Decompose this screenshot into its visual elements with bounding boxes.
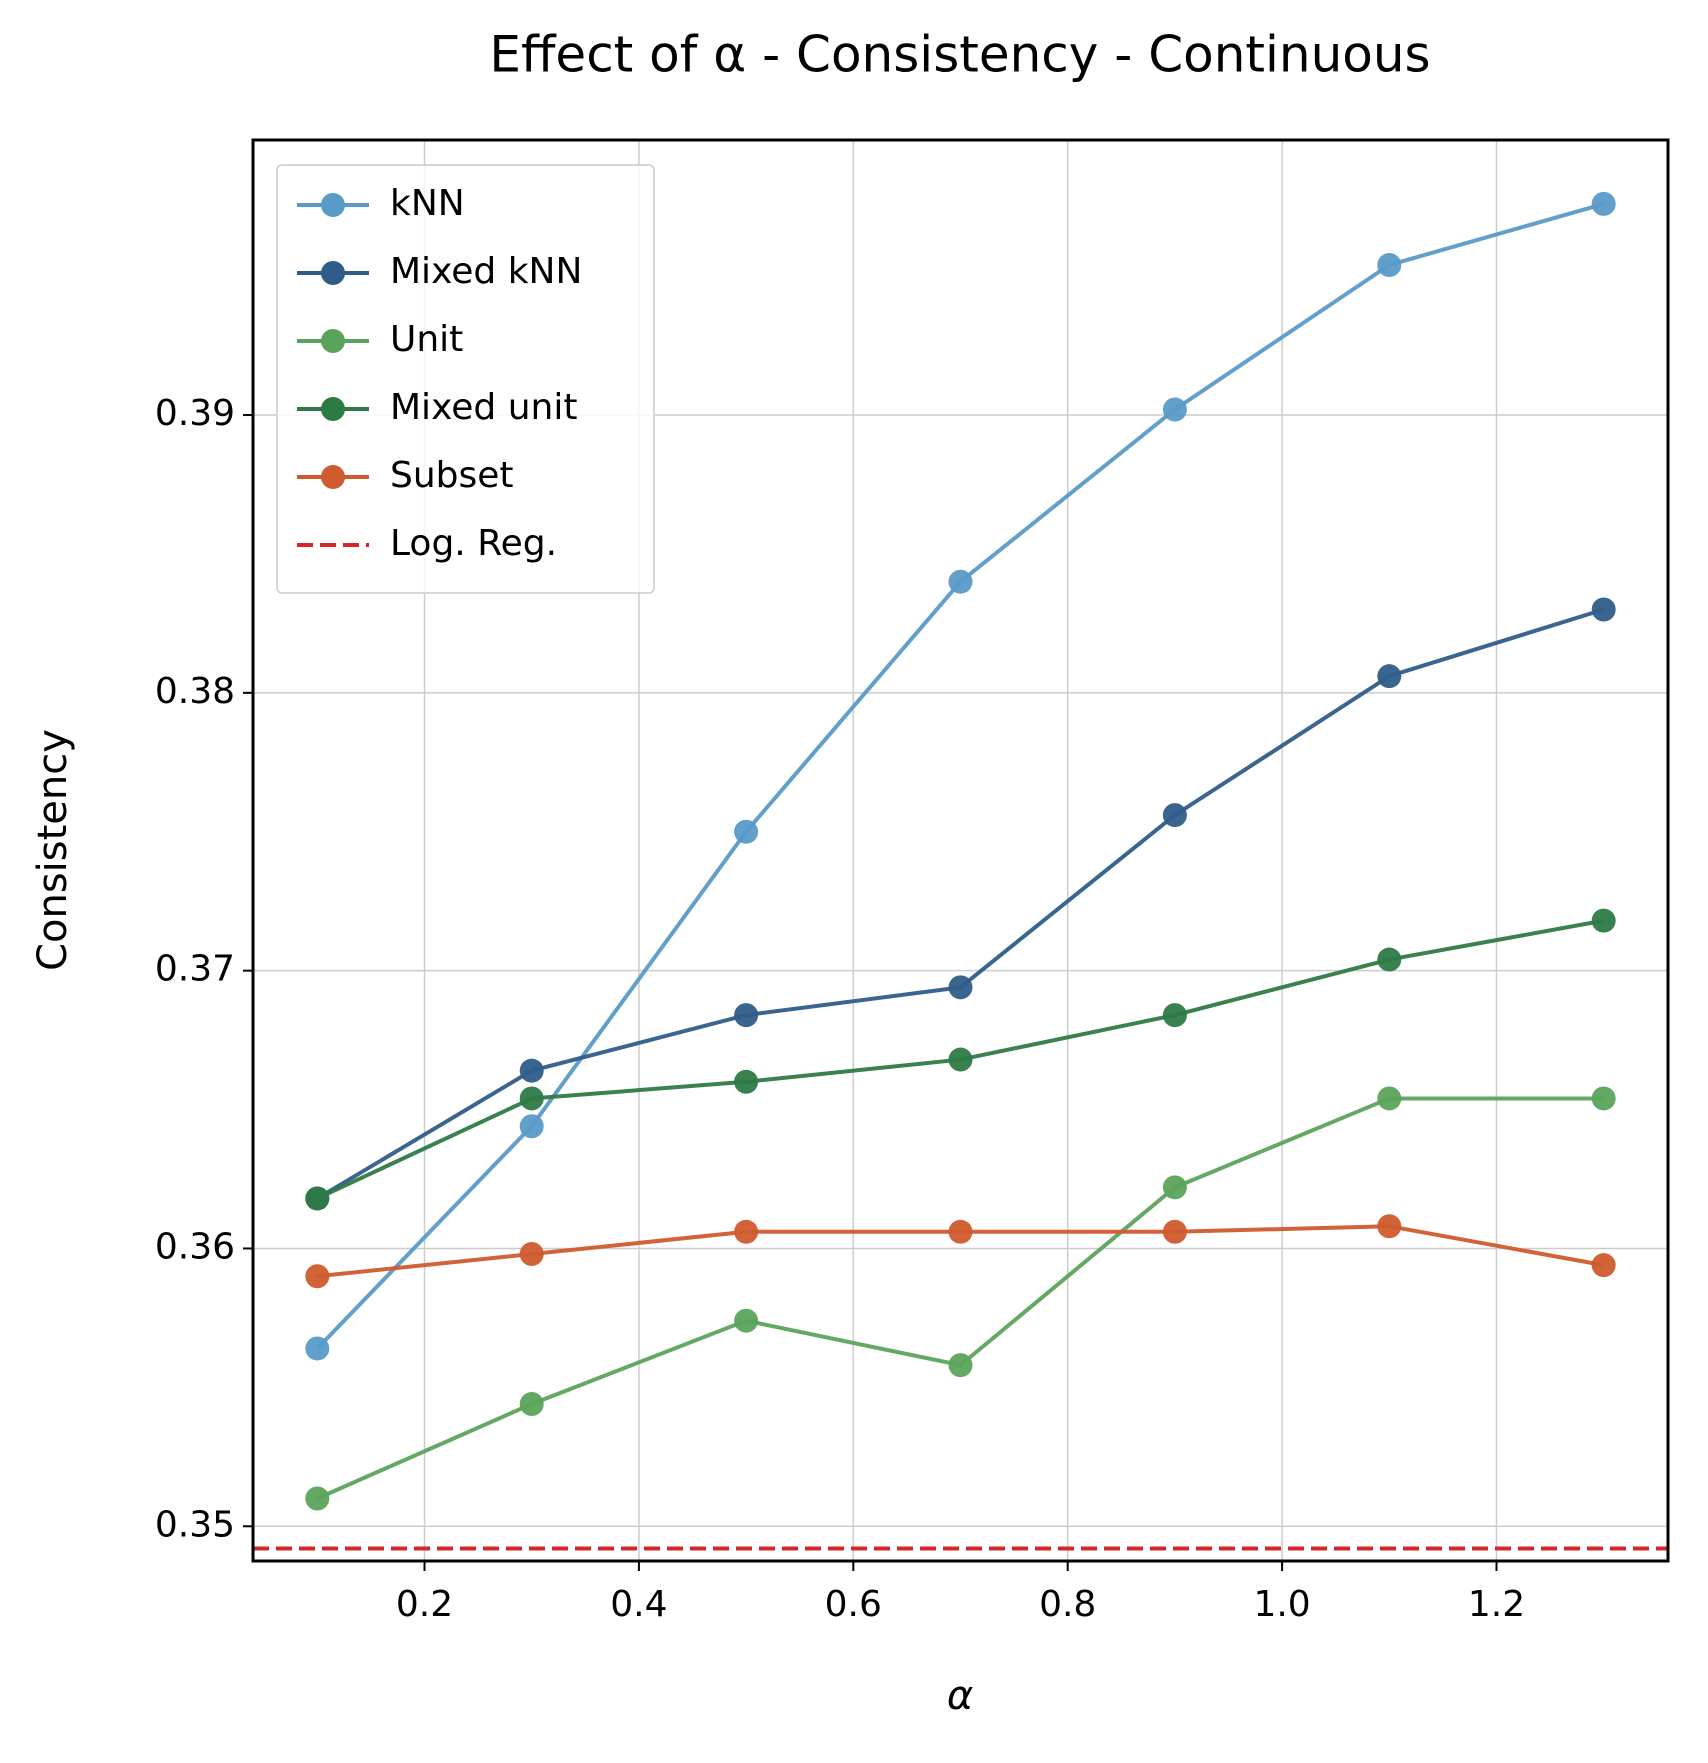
legend-marker <box>321 329 345 353</box>
data-point <box>1162 1003 1187 1028</box>
legend-label: Mixed unit <box>390 387 577 428</box>
data-point <box>734 1003 759 1028</box>
legend-marker <box>321 261 345 285</box>
x-tick-label: 0.4 <box>610 1584 667 1625</box>
data-point <box>519 1086 544 1111</box>
data-point <box>519 1242 544 1267</box>
data-point <box>1162 803 1187 828</box>
data-point <box>1591 1086 1616 1111</box>
data-point <box>1377 664 1402 689</box>
data-point <box>1377 1214 1402 1239</box>
data-point <box>948 1047 973 1072</box>
data-point <box>948 569 973 594</box>
x-tick-label: 1.2 <box>1468 1584 1525 1625</box>
data-point <box>734 1308 759 1333</box>
x-tick-label: 0.8 <box>1039 1584 1096 1625</box>
data-point <box>1162 397 1187 422</box>
data-point <box>1162 1219 1187 1244</box>
data-point <box>1591 597 1616 622</box>
legend-marker <box>321 193 345 217</box>
legend-label: kNN <box>390 183 465 224</box>
data-point <box>305 1264 330 1289</box>
chart-title: Effect of α - Consistency - Continuous <box>489 26 1430 84</box>
series-line <box>316 1096 1604 1501</box>
data-point <box>519 1114 544 1139</box>
data-point <box>519 1392 544 1417</box>
legend-label: Log. Reg. <box>390 523 557 564</box>
data-point <box>734 819 759 844</box>
data-point <box>948 1353 973 1378</box>
x-tick-label: 0.6 <box>825 1584 882 1625</box>
data-point <box>1591 191 1616 216</box>
data-point <box>1162 1175 1187 1200</box>
legend-label: Subset <box>390 455 514 496</box>
x-tick-label: 0.2 <box>396 1584 453 1625</box>
data-point <box>734 1219 759 1244</box>
x-axis-label: α <box>947 1673 973 1719</box>
data-point <box>519 1058 544 1083</box>
y-axis-label: Consistency <box>30 729 76 971</box>
y-tick-label: 0.38 <box>155 671 235 712</box>
y-tick-label: 0.36 <box>155 1226 235 1267</box>
x-tick-label: 1.0 <box>1253 1584 1310 1625</box>
data-point <box>948 1219 973 1244</box>
data-point <box>305 1186 330 1211</box>
legend-label: Unit <box>390 319 463 360</box>
data-point <box>1591 1253 1616 1278</box>
data-point <box>734 1069 759 1094</box>
y-tick-label: 0.35 <box>155 1504 235 1545</box>
data-point <box>1591 908 1616 933</box>
data-point <box>1377 947 1402 972</box>
legend-label: Mixed kNN <box>390 251 582 292</box>
data-point <box>1377 253 1402 278</box>
data-point <box>305 1486 330 1511</box>
plot-frame <box>251 138 1670 1563</box>
legend-marker <box>321 465 345 489</box>
data-point <box>948 975 973 1000</box>
data-point <box>305 1336 330 1361</box>
y-tick-label: 0.39 <box>155 393 235 434</box>
data-point <box>1377 1086 1402 1111</box>
legend-marker <box>321 397 345 421</box>
legend-box <box>276 164 655 594</box>
y-tick-label: 0.37 <box>155 949 235 990</box>
